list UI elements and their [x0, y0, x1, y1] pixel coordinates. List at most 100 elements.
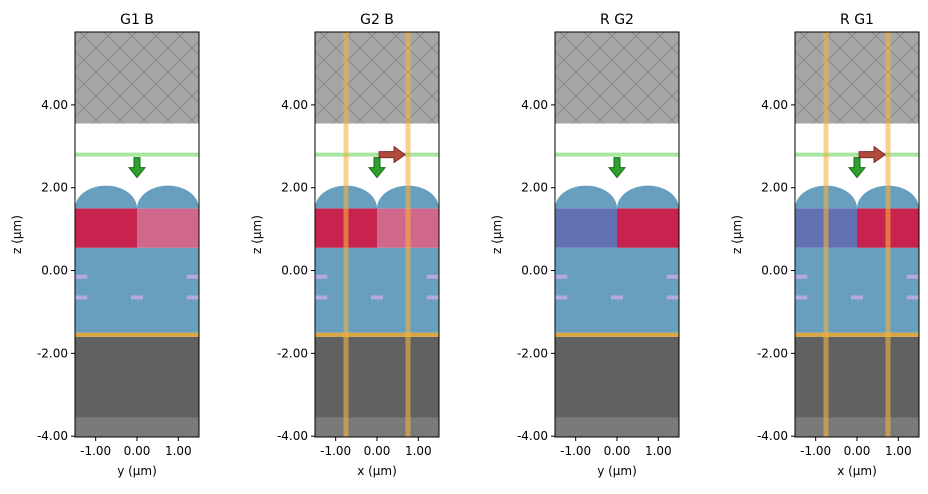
dti — [555, 274, 568, 279]
y-tick-label: -2.00 — [37, 346, 68, 360]
oxide — [795, 247, 919, 333]
source-arrow — [367, 157, 387, 179]
y-tick-label: 2.00 — [41, 181, 68, 195]
x-axis-label: x (µm) — [357, 464, 397, 478]
substrate — [315, 336, 439, 418]
x-tick-label: 0.00 — [124, 444, 151, 458]
dti — [315, 274, 328, 279]
y-tick-label: 0.00 — [281, 264, 308, 278]
dti — [131, 295, 143, 300]
microlens — [137, 185, 199, 209]
panel: G2 B x (µm) z (µm) -1.00 0.00 1.00 -4.00 -2.00 0… — [250, 12, 440, 478]
oxide — [315, 247, 439, 333]
y-tick-label: 4.00 — [521, 98, 548, 112]
panel-title: R G2 — [600, 12, 634, 28]
x-tick-label: 1.00 — [405, 444, 432, 458]
x-tick-label: 0.00 — [364, 444, 391, 458]
oxide — [75, 247, 199, 333]
dti — [186, 295, 199, 300]
y-tick-label: -4.00 — [517, 429, 548, 443]
color-filter — [75, 208, 137, 248]
dti — [315, 295, 328, 300]
y-tick-label: -4.00 — [277, 429, 308, 443]
metal-layer — [795, 332, 919, 337]
dti — [906, 274, 919, 279]
y-tick-label: 2.00 — [281, 181, 308, 195]
dti — [795, 295, 808, 300]
substrate-bottom — [75, 417, 199, 437]
dti — [75, 274, 88, 279]
dti — [426, 295, 439, 300]
y-tick-label: 0.00 — [41, 264, 68, 278]
structure — [795, 32, 919, 437]
polarization-arrow — [378, 145, 406, 164]
y-axis-label: z (µm) — [10, 215, 24, 254]
color-filter — [617, 208, 679, 248]
y-axis-label: z (µm) — [250, 215, 264, 254]
microlens — [617, 185, 679, 209]
y-tick-label: 0.00 — [521, 264, 548, 278]
cover — [555, 32, 679, 124]
dti — [666, 295, 679, 300]
panel-title: R G1 — [840, 12, 874, 28]
x-axis-label: y (µm) — [117, 464, 157, 478]
dti — [666, 274, 679, 279]
x-axis-label: y (µm) — [597, 464, 637, 478]
panel: R G1 x (µm) z (µm) -1.00 0.00 1.00 -4.00 -2.00 0… — [730, 12, 920, 478]
y-tick-label: 4.00 — [761, 98, 788, 112]
source-arrow — [847, 157, 867, 179]
panel-title: G1 B — [120, 12, 154, 28]
x-tick-label: -1.00 — [800, 444, 831, 458]
y-tick-label: 4.00 — [281, 98, 308, 112]
y-tick-label: 4.00 — [41, 98, 68, 112]
substrate — [555, 336, 679, 418]
y-tick-label: -2.00 — [757, 346, 788, 360]
x-tick-label: 0.00 — [844, 444, 871, 458]
y-tick-label: -2.00 — [517, 346, 548, 360]
source-arrow — [607, 157, 627, 179]
cover — [75, 32, 199, 124]
x-tick-label: 0.00 — [604, 444, 631, 458]
y-tick-label: -4.00 — [757, 429, 788, 443]
source-arrow — [127, 157, 147, 179]
x-tick-label: 1.00 — [885, 444, 912, 458]
dti — [186, 274, 199, 279]
dti — [371, 295, 383, 300]
cover — [795, 32, 919, 124]
substrate — [795, 336, 919, 418]
substrate — [75, 336, 199, 418]
substrate-bottom — [555, 417, 679, 437]
panel: G1 B y (µm) z (µm) -1.00 0.00 1.00 -4.00 -2.00 0… — [10, 12, 200, 478]
structure — [555, 32, 679, 437]
microlens — [555, 185, 617, 209]
dti — [75, 295, 88, 300]
microlens — [75, 185, 137, 209]
y-tick-label: 2.00 — [761, 181, 788, 195]
dti — [906, 295, 919, 300]
metal-layer — [75, 332, 199, 337]
polarization-arrow — [858, 145, 886, 164]
color-filter — [555, 208, 617, 248]
dti — [611, 295, 623, 300]
x-axis-label: x (µm) — [837, 464, 877, 478]
cover — [315, 32, 439, 124]
structure — [75, 32, 199, 437]
dti — [555, 295, 568, 300]
y-tick-label: 0.00 — [761, 264, 788, 278]
x-tick-label: -1.00 — [320, 444, 351, 458]
y-tick-label: 2.00 — [521, 181, 548, 195]
dti — [851, 295, 863, 300]
oxide — [555, 247, 679, 333]
metal-layer — [315, 332, 439, 337]
y-tick-label: -2.00 — [277, 346, 308, 360]
x-tick-label: -1.00 — [560, 444, 591, 458]
y-axis-label: z (µm) — [730, 215, 744, 254]
structure — [315, 32, 439, 437]
metal-layer — [555, 332, 679, 337]
x-tick-label: 1.00 — [645, 444, 672, 458]
panel-title: G2 B — [360, 12, 394, 28]
dti — [426, 274, 439, 279]
color-filter — [137, 208, 199, 248]
x-tick-label: -1.00 — [80, 444, 111, 458]
